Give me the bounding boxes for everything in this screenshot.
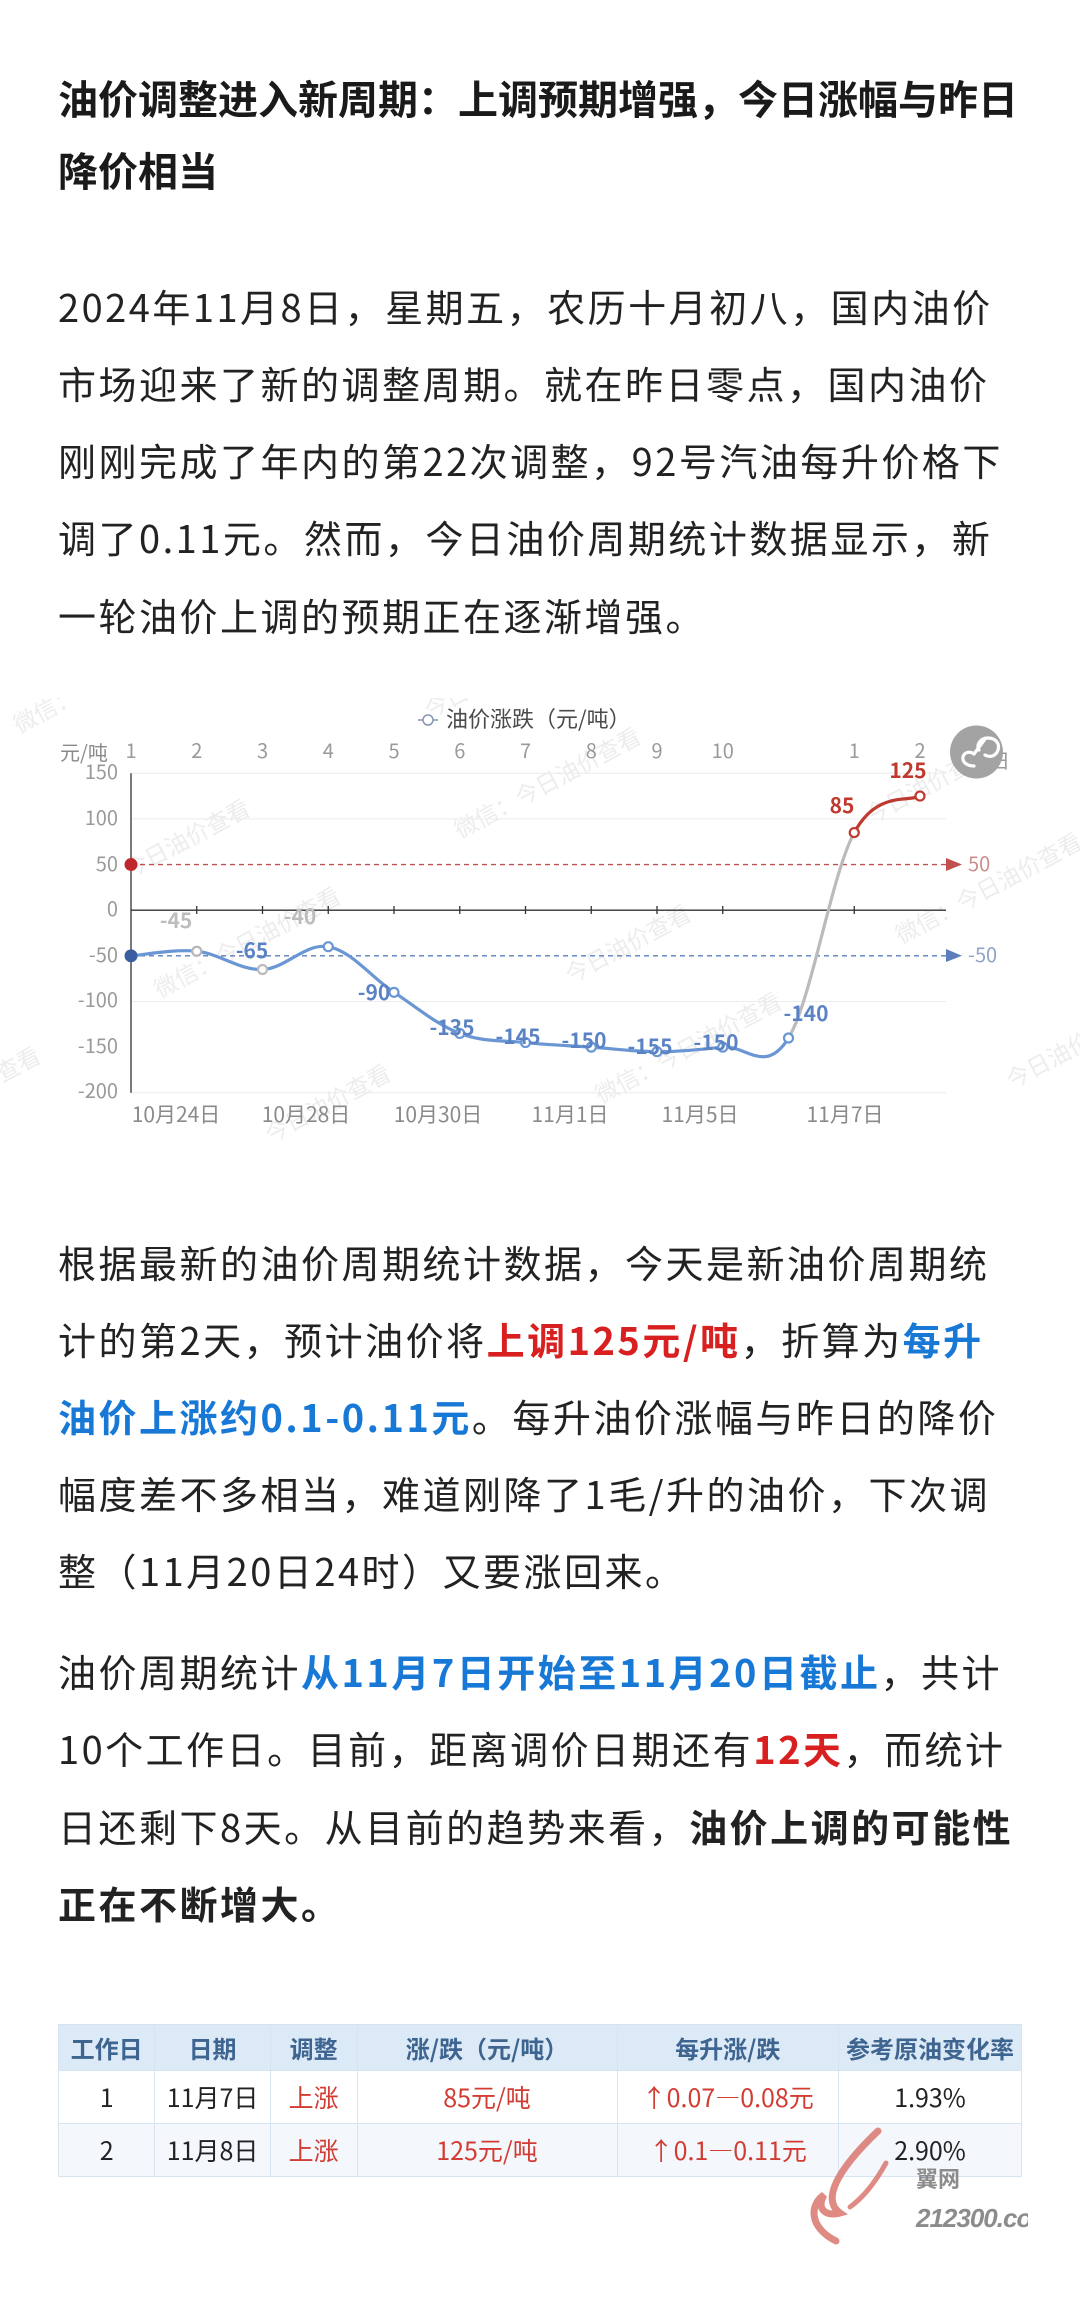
svg-text:1: 1 xyxy=(125,735,136,764)
svg-text:-140: -140 xyxy=(784,998,829,1028)
svg-text:4: 4 xyxy=(323,735,334,764)
svg-text:100: 100 xyxy=(85,802,118,831)
svg-text:10月24日: 10月24日 xyxy=(132,1099,221,1129)
svg-text:10月28日: 10月28日 xyxy=(262,1099,351,1129)
svg-text:7: 7 xyxy=(520,735,531,764)
svg-text:-90: -90 xyxy=(358,977,391,1007)
svg-text:50: 50 xyxy=(968,848,990,877)
svg-text:-135: -135 xyxy=(430,1012,475,1042)
svg-text:-40: -40 xyxy=(284,901,317,931)
svg-text:-65: -65 xyxy=(236,935,269,965)
svg-text:125: 125 xyxy=(889,755,926,785)
svg-text:翼网: 翼网 xyxy=(916,2162,960,2194)
svg-text:-50: -50 xyxy=(89,939,118,968)
svg-text:10月30日: 10月30日 xyxy=(394,1099,483,1129)
svg-text:10: 10 xyxy=(712,735,734,764)
svg-text:11月1日: 11月1日 xyxy=(532,1099,609,1129)
svg-text:1: 1 xyxy=(849,735,860,764)
svg-text:150: 150 xyxy=(85,756,118,785)
svg-text:油价涨跌（元/吨）: 油价涨跌（元/吨） xyxy=(446,702,631,734)
svg-text:6: 6 xyxy=(454,735,465,764)
svg-text:11月7日: 11月7日 xyxy=(807,1099,884,1129)
svg-text:212300.com: 212300.com xyxy=(915,2203,1028,2233)
svg-text:-150: -150 xyxy=(562,1025,607,1055)
svg-text:3: 3 xyxy=(257,735,268,764)
svg-text:-145: -145 xyxy=(496,1021,541,1051)
svg-text:-150: -150 xyxy=(694,1027,739,1057)
svg-text:-200: -200 xyxy=(78,1075,118,1104)
svg-text:5: 5 xyxy=(388,735,399,764)
svg-text:-150: -150 xyxy=(78,1030,118,1059)
svg-text:-100: -100 xyxy=(78,984,118,1013)
svg-text:-50: -50 xyxy=(968,939,997,968)
svg-text:50: 50 xyxy=(96,848,118,877)
svg-text:2: 2 xyxy=(191,735,202,764)
svg-text:11月5日: 11月5日 xyxy=(662,1099,739,1129)
svg-text:0: 0 xyxy=(107,893,118,922)
svg-text:85: 85 xyxy=(830,790,855,820)
svg-text:9: 9 xyxy=(651,735,662,764)
svg-text:-155: -155 xyxy=(628,1031,673,1061)
svg-text:8: 8 xyxy=(586,735,597,764)
svg-text:-45: -45 xyxy=(160,905,193,935)
